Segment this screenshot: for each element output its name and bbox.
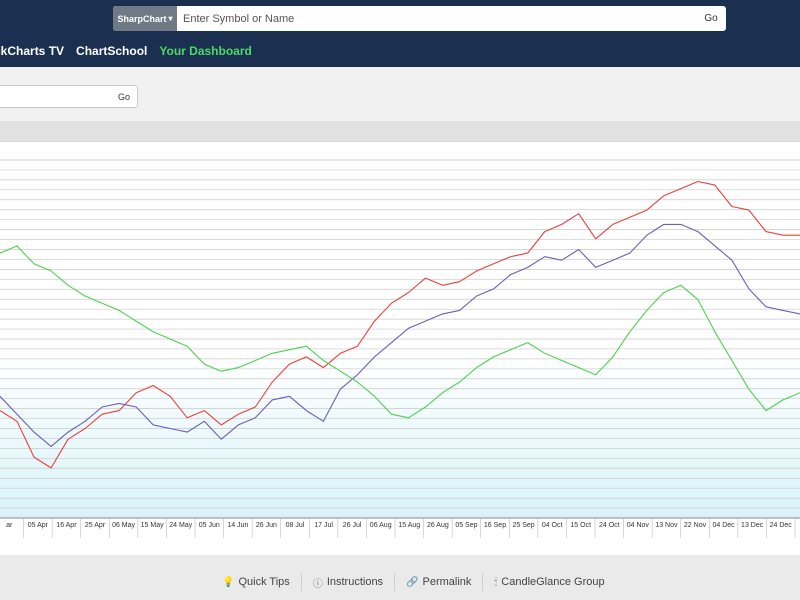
candleglance-group-link[interactable]: 🕯 CandleGlance Group xyxy=(483,576,615,588)
x-tick-label: 05 Sep xyxy=(455,522,477,529)
x-tick-label: 25 Sep xyxy=(512,522,534,529)
x-tick-label: 06 May xyxy=(112,522,135,529)
instructions-link[interactable]: ⓘ Instructions xyxy=(302,575,394,590)
instructions-label: Instructions xyxy=(326,576,384,588)
chart-header-band xyxy=(0,121,800,141)
chart-panel: ar 05 Apr 16 Apr 25 Apr 06 May 15 May 24 May 05… xyxy=(0,141,800,555)
candle-icon: 🕯 xyxy=(494,576,498,588)
x-tick-label: 04 Dec xyxy=(712,522,735,529)
x-tick-label: 04 Oct xyxy=(542,522,563,529)
sub-toolbar: Go xyxy=(0,67,800,121)
x-tick-label: 24 Oct xyxy=(599,522,620,529)
x-tick-label: 15 Aug xyxy=(398,522,420,529)
footer-links: 💡 Quick Tips ⓘ Instructions 🔗 Permalink … xyxy=(222,573,616,591)
x-tick-label: 16 Sep xyxy=(484,522,506,529)
series-line-0 xyxy=(0,180,800,469)
price-performance-chart: ar 05 Apr 16 Apr 25 Apr 06 May 15 May 24 May 05… xyxy=(0,159,800,538)
x-tick-label: 08 Jul xyxy=(286,522,305,529)
x-tick-label: 26 Jul xyxy=(343,522,362,529)
nav-item-chartschool[interactable]: ChartSchool xyxy=(76,44,148,58)
x-tick-label: ar xyxy=(6,522,13,529)
x-tick-label: 05 Jun xyxy=(199,522,220,529)
x-tick-label: 04 Nov xyxy=(627,522,650,529)
symbol-search-bar: SharpChart ▾ Go xyxy=(113,6,726,31)
x-tick-label: 15 Oct xyxy=(570,522,591,529)
quick-tips-link[interactable]: 💡 Quick Tips xyxy=(222,576,301,588)
x-tick-label: 17 Jul xyxy=(314,522,333,529)
chart-footer: 💡 Quick Tips ⓘ Instructions 🔗 Permalink … xyxy=(0,555,800,600)
x-tick-label: 15 May xyxy=(141,522,164,529)
lightbulb-icon: 💡 xyxy=(222,576,235,588)
x-tick-label: 13 Dec xyxy=(741,522,764,529)
quick-tips-label: Quick Tips xyxy=(238,576,290,588)
x-tick-label: 24 May xyxy=(169,522,192,529)
x-tick-label: 26 Aug xyxy=(427,522,449,529)
search-go-button[interactable]: Go xyxy=(704,13,718,24)
nav-item-your-dashboard[interactable]: Your Dashboard xyxy=(159,44,252,58)
permalink-link[interactable]: 🔗 Permalink xyxy=(395,576,482,588)
x-tick-label: 22 Nov xyxy=(684,522,707,529)
footer-divider xyxy=(482,573,484,591)
x-tick-label: 24 Dec xyxy=(770,522,793,529)
x-tick-label: 13 Nov xyxy=(655,522,678,529)
chart-type-dropdown[interactable]: SharpChart ▾ xyxy=(113,6,177,31)
candleglance-group-label: CandleGlance Group xyxy=(501,576,605,588)
series-line-2 xyxy=(0,245,800,419)
main-nav: ckCharts TV ChartSchool Your Dashboard xyxy=(0,44,252,58)
x-tick-label: 26 Jun xyxy=(256,522,277,529)
footer-divider xyxy=(300,573,302,591)
symbol-search-input[interactable] xyxy=(177,6,696,31)
info-icon: ⓘ xyxy=(312,578,323,590)
chart-type-label: SharpChart xyxy=(117,13,167,24)
x-tick-label: 05 Apr xyxy=(28,522,49,529)
chevron-down-icon: ▾ xyxy=(168,14,173,23)
x-tick-label: 25 Apr xyxy=(85,522,106,529)
x-tick-label: 16 Apr xyxy=(56,522,77,529)
x-tick-label: 14 Jun xyxy=(227,522,248,529)
series-line-1 xyxy=(0,223,800,447)
nav-item-stockcharts-tv[interactable]: ckCharts TV xyxy=(0,44,65,58)
footer-divider xyxy=(394,573,396,591)
permalink-label: Permalink xyxy=(422,576,472,588)
link-icon: 🔗 xyxy=(406,576,419,588)
secondary-go-button[interactable]: Go xyxy=(117,91,130,102)
x-tick-label: 06 Aug xyxy=(370,522,392,529)
secondary-search-input[interactable]: Go xyxy=(0,85,138,108)
site-header: SharpChart ▾ Go ckCharts TV ChartSchool … xyxy=(0,0,800,67)
